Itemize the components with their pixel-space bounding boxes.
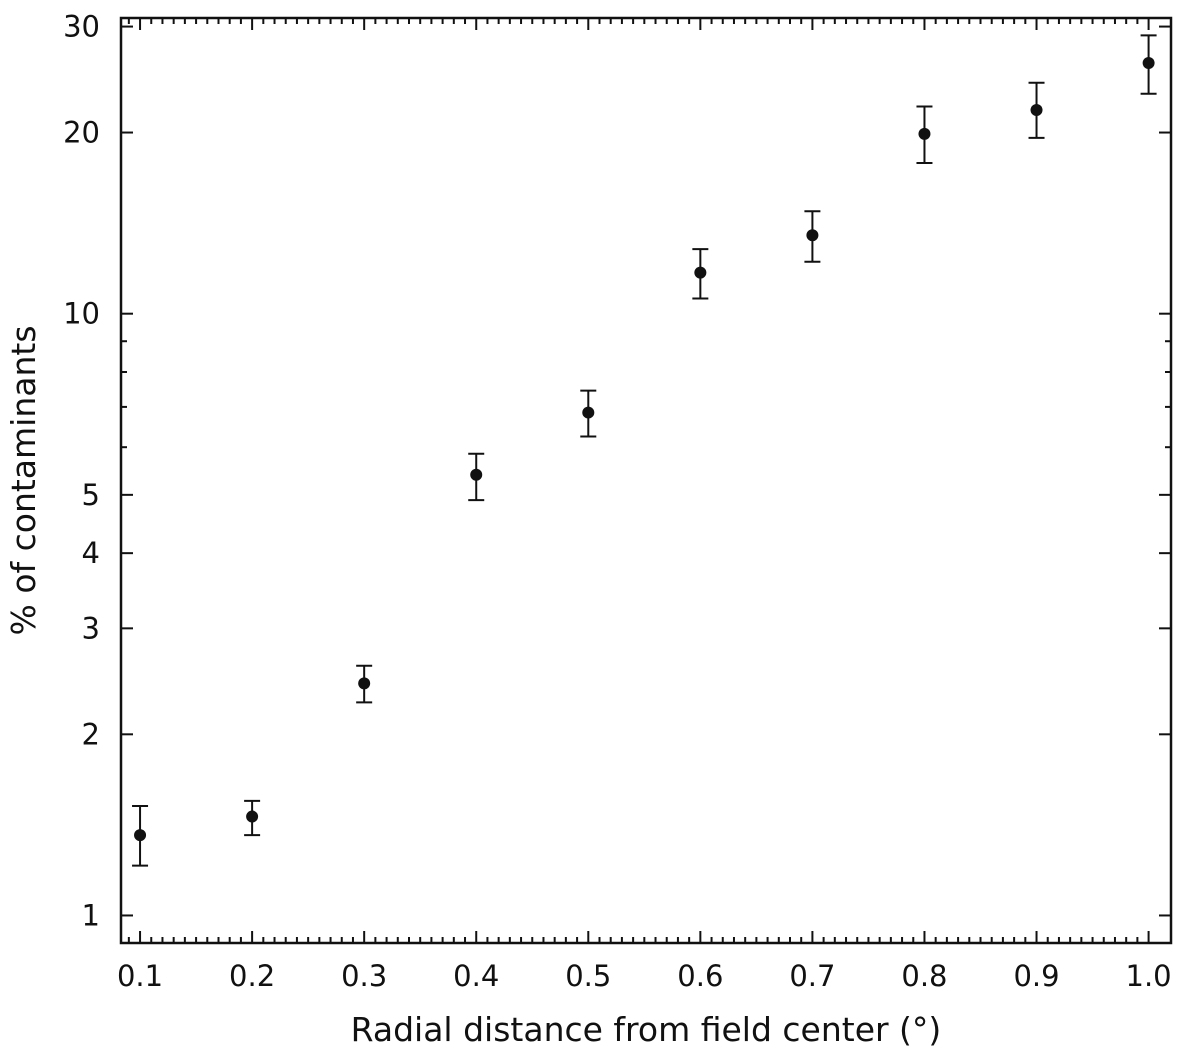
data-point: [806, 229, 819, 242]
plot-area: 0.1 0.2 0.3 0.4 0.5 0.6 0.7 0.8 0.9 1.0 1 2 3 4 5 10 20 3…: [63, 10, 1173, 993]
data-point: [1142, 56, 1155, 69]
data-point: [918, 127, 931, 140]
x-tick-label: 0.5: [565, 959, 611, 993]
x-tick-label: 0.7: [789, 959, 835, 993]
data-point: [358, 677, 371, 690]
y-tick-label: 4: [82, 536, 100, 570]
x-tick-label: 0.8: [901, 959, 947, 993]
y-tick-label: 2: [82, 717, 100, 751]
y-tick-label: 5: [82, 478, 100, 512]
data-point: [582, 406, 595, 419]
data-point: [470, 468, 483, 481]
x-tick-label: 1.0: [1126, 959, 1172, 993]
x-tick-label: 0.1: [117, 959, 163, 993]
x-tick-label: 0.2: [229, 959, 275, 993]
x-tick-label: 0.4: [453, 959, 499, 993]
data-point: [694, 266, 707, 279]
data-point: [246, 810, 259, 823]
y-tick-label: 3: [82, 611, 100, 645]
y-tick-label: 10: [63, 297, 100, 331]
x-tick-label: 0.6: [677, 959, 723, 993]
x-tick-label: 0.9: [1013, 959, 1059, 993]
data-point: [1030, 104, 1043, 117]
x-axis-label: Radial distance from field center (°): [351, 1010, 942, 1049]
y-axis-label: % of contaminants: [4, 325, 43, 635]
x-tick-label: 0.3: [341, 959, 387, 993]
y-tick-label: 1: [82, 898, 100, 932]
y-tick-label: 30: [63, 10, 100, 44]
data-point: [134, 829, 147, 842]
y-tick-label: 20: [63, 116, 100, 150]
plot-frame: [119, 16, 1173, 945]
